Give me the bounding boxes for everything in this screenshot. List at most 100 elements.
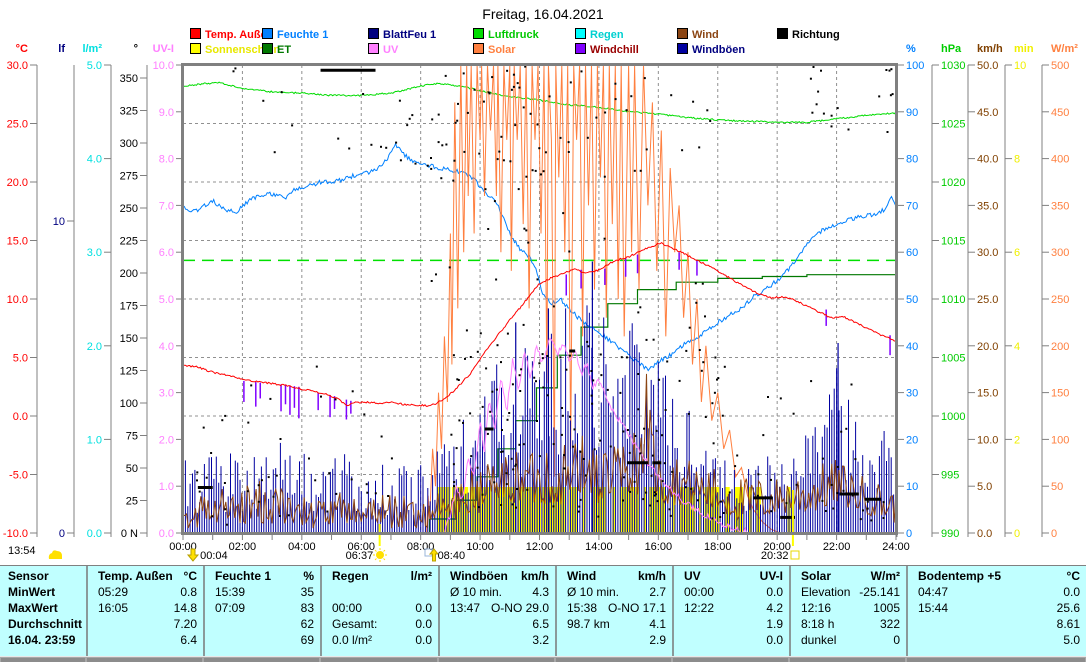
legend-item-richtung: Richtung bbox=[777, 28, 840, 41]
marker-moonrise: 08:40 bbox=[424, 548, 465, 562]
table-cell-value: 0 bbox=[893, 633, 900, 647]
svg-text:24:00: 24:00 bbox=[882, 541, 910, 553]
chart-legend: Temp. Außen Feuchte 1 BlattFeu 1 Luftdruck R… bbox=[0, 28, 1086, 62]
left-axis-°: 350 325 300 275 250 225 200 175 150 125 100 75 50 25 0… bbox=[120, 43, 148, 540]
svg-text:°C: °C bbox=[16, 43, 28, 55]
svg-text:0: 0 bbox=[1051, 528, 1057, 540]
legend-label: Richtung bbox=[792, 29, 840, 41]
svg-text:30: 30 bbox=[906, 388, 918, 400]
svg-text:0.0: 0.0 bbox=[159, 528, 174, 540]
table-cell-value: 25.6 bbox=[1056, 601, 1080, 615]
svg-text:1030: 1030 bbox=[941, 60, 965, 72]
svg-text:06:00: 06:00 bbox=[347, 541, 375, 553]
table-cell-value: 4.3 bbox=[532, 585, 549, 599]
table-cell-value: -25.141 bbox=[859, 585, 900, 599]
svg-text:2.0: 2.0 bbox=[159, 434, 174, 446]
legend-label: Regen bbox=[590, 29, 624, 41]
strip-segment bbox=[87, 658, 202, 662]
table-column: Feuchte 1% 15:39 35 07:09 83 62 69 bbox=[203, 566, 320, 657]
moon-time-label: 13:54 bbox=[8, 545, 36, 557]
svg-text:12:00: 12:00 bbox=[526, 541, 554, 553]
svg-text:50: 50 bbox=[906, 294, 918, 306]
legend-label: Windchill bbox=[590, 44, 639, 56]
svg-text:20:00: 20:00 bbox=[763, 541, 791, 553]
svg-text:W/m²: W/m² bbox=[1051, 43, 1078, 55]
table-cell-value: 0.0 bbox=[1063, 585, 1080, 599]
svg-text:14:00: 14:00 bbox=[585, 541, 613, 553]
table-column: Temp. Außen °C 05:29 0.8 16:05 14.8 7.20 6.4 bbox=[86, 566, 203, 657]
svg-text:15.0: 15.0 bbox=[977, 388, 998, 400]
svg-text:15.0: 15.0 bbox=[7, 236, 28, 248]
table-column: Bodentemp +5 °C 04:47 0.0 15:44 25.6 8.61 5.0 bbox=[906, 566, 1086, 657]
sensor-unit: °C bbox=[1066, 569, 1080, 583]
svg-text:150: 150 bbox=[1051, 388, 1069, 400]
table-column: Regen l/m² 00:00 0.0 Gesamt: 0.0 0.0 l/m² 0.0 bbox=[320, 566, 438, 657]
legend-swatch-icon bbox=[190, 28, 201, 39]
strip-segment bbox=[439, 658, 554, 662]
svg-text:200: 200 bbox=[120, 268, 138, 280]
svg-text:990: 990 bbox=[941, 528, 959, 540]
table-cell-time: Gesamt: bbox=[332, 617, 378, 631]
svg-text:30.0: 30.0 bbox=[7, 60, 28, 72]
right-axis-hPa: 1030 1025 1020 1015 1010 1005 1000 995 990 hPa bbox=[931, 43, 965, 540]
table-cell-value: O-NO 17.1 bbox=[607, 601, 666, 615]
svg-text:50.0: 50.0 bbox=[977, 60, 998, 72]
svg-text:10.0: 10.0 bbox=[977, 434, 998, 446]
table-cell-time: 12:22 bbox=[684, 601, 715, 615]
legend-label: Wind bbox=[692, 29, 719, 41]
series-richtung bbox=[196, 65, 894, 526]
table-cell-value: 0.8 bbox=[180, 585, 197, 599]
sensor-name: Solar bbox=[801, 569, 832, 583]
svg-text:4.0: 4.0 bbox=[159, 341, 174, 353]
svg-text:0.0: 0.0 bbox=[977, 528, 992, 540]
svg-text:50: 50 bbox=[1051, 481, 1063, 493]
svg-text:20.0: 20.0 bbox=[977, 341, 998, 353]
table-cell-time: 15:38 bbox=[567, 601, 598, 615]
svg-text:4.0: 4.0 bbox=[87, 154, 102, 166]
svg-text:250: 250 bbox=[120, 203, 138, 215]
legend-label: Solar bbox=[488, 44, 516, 56]
svg-text:1000: 1000 bbox=[941, 411, 965, 423]
svg-text:7.0: 7.0 bbox=[159, 200, 174, 212]
svg-text:6: 6 bbox=[1014, 247, 1020, 259]
svg-text:4: 4 bbox=[1014, 341, 1020, 353]
moonrise-icon bbox=[424, 548, 439, 562]
right-axis-km/h: 50.0 45.0 40.0 35.0 30.0 25.0 20.0 15.0 10.0 5.0 0… bbox=[967, 43, 1003, 540]
table-cell-time: 15:44 bbox=[918, 601, 949, 615]
legend-label: Sonnenschein bbox=[205, 44, 281, 56]
table-cell-value: O-NO 29.0 bbox=[490, 601, 549, 615]
series-luftdruck bbox=[183, 81, 896, 124]
svg-text:275: 275 bbox=[120, 171, 138, 183]
table-cell-time: 00:00 bbox=[332, 601, 363, 615]
table-cell-value: 1.9 bbox=[766, 617, 783, 631]
page-title: Freitag, 16.04.2021 bbox=[482, 6, 604, 22]
marker-time-label: 00:04 bbox=[200, 550, 228, 562]
svg-text:16:00: 16:00 bbox=[645, 541, 673, 553]
legend-swatch-icon bbox=[262, 28, 273, 39]
svg-text:1005: 1005 bbox=[941, 353, 965, 365]
legend-item-luftdruck: Luftdruck bbox=[473, 28, 539, 41]
svg-text:lf: lf bbox=[58, 43, 65, 55]
svg-text:°: ° bbox=[134, 43, 138, 55]
summary-table: Sensor MinWert MaxWert Durchschnitt 16.04. 2… bbox=[0, 565, 1086, 657]
svg-text:450: 450 bbox=[1051, 107, 1069, 119]
svg-text:300: 300 bbox=[1051, 247, 1069, 259]
table-cell-value: 0.0 bbox=[415, 633, 432, 647]
left-axis-l/m²: 5.0 4.0 3.0 2.0 1.0 0.0 l/m² bbox=[82, 43, 112, 540]
table-cell-value: 69 bbox=[300, 633, 314, 647]
sensor-unit: km/h bbox=[520, 569, 549, 583]
table-cell-time: 98.7 km bbox=[567, 617, 610, 631]
svg-text:1025: 1025 bbox=[941, 119, 965, 131]
legend-label: UV bbox=[383, 44, 399, 56]
svg-text:0: 0 bbox=[59, 528, 65, 540]
row-label: MinWert bbox=[8, 585, 56, 599]
legend-swatch-icon bbox=[262, 43, 273, 54]
svg-text:2.0: 2.0 bbox=[87, 341, 102, 353]
plot-area bbox=[183, 65, 896, 533]
svg-text:22:00: 22:00 bbox=[823, 541, 851, 553]
table-cell-value: 7.20 bbox=[173, 617, 197, 631]
series-uv bbox=[443, 337, 753, 533]
